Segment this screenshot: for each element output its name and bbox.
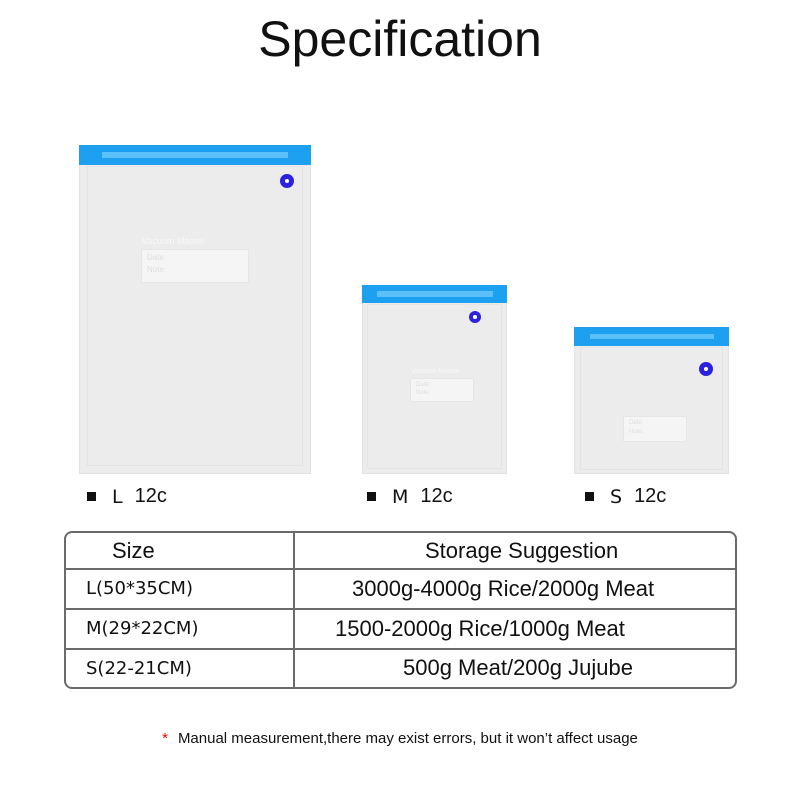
bag-caption-large: L 12c <box>87 485 167 508</box>
bullet-icon <box>367 492 376 501</box>
bag-small-image: Date: Note: <box>574 327 729 474</box>
label-area: Date: Note: <box>141 249 249 283</box>
bullet-icon <box>87 492 96 501</box>
header-storage: Storage Suggestion <box>295 533 735 570</box>
bag-medium-image: Vacuum Master Date: Note: <box>362 285 507 474</box>
row-storage: 3000g-4000g Rice/2000g Meat <box>295 570 735 610</box>
asterisk-icon: * <box>162 730 168 747</box>
row-size: M(29*22CM) <box>66 609 295 650</box>
valve-icon <box>469 311 481 323</box>
zipper-strip <box>79 145 311 165</box>
header-size: Size <box>66 533 295 570</box>
row-storage: 1500-2000g Rice/1000g Meat <box>295 610 735 650</box>
label-area: Date: Note: <box>410 378 474 402</box>
row-storage: 500g Meat/200g Jujube <box>403 655 633 681</box>
footnote: * Manual measurement,there may exist erro… <box>162 730 638 747</box>
bag-caption-medium: M 12c <box>367 485 453 508</box>
valve-icon <box>280 174 294 188</box>
spec-table: Size Storage Suggestion L(50*35CM) 3000g… <box>64 531 737 689</box>
row-size: S(22-21CM) <box>66 649 295 687</box>
bag-large-image: Vacuum Master Date: Note: <box>79 145 311 474</box>
bag-caption-small: S 12c <box>585 485 666 508</box>
valve-icon <box>699 362 713 376</box>
bullet-icon <box>585 492 594 501</box>
label-area: Date: Note: <box>623 416 687 442</box>
page-title: Specification <box>258 11 542 67</box>
zipper-strip <box>362 285 507 303</box>
zipper-strip <box>574 327 729 346</box>
row-size: L(50*35CM) <box>66 570 295 610</box>
